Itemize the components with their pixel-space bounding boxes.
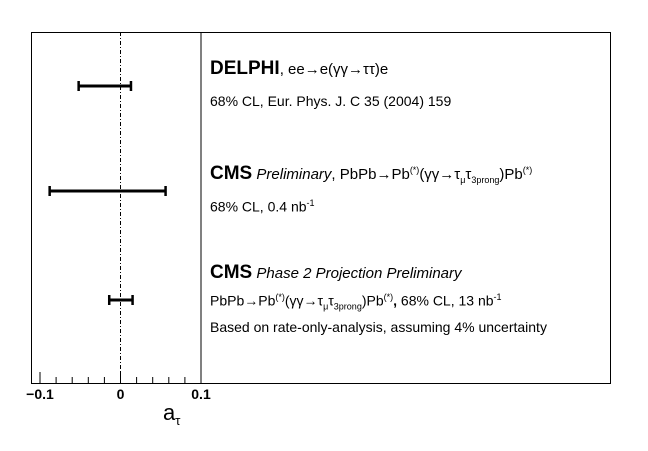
entry-cms-phase2-header: CMS Phase 2 Projection Preliminary [210, 262, 462, 283]
entry-delphi-process: , ee→e(γγ→ττ)e [279, 61, 389, 78]
x-tick-label: −0.1 [26, 386, 54, 402]
x-axis-title: aτ [163, 400, 181, 428]
entry-cms-preliminary-detail: 68% CL, 0.4 nb-1 [210, 198, 315, 215]
entry-delphi: DELPHI, ee→e(γγ→ττ)e 68% CL, Eur. Phys. … [210, 58, 451, 109]
x-tick-label: 0 [117, 386, 125, 402]
entry-cms-phase2: CMS Phase 2 Projection Preliminary PbPb→… [210, 262, 547, 335]
entry-cms-preliminary-header: CMS Preliminary, PbPb→Pb(*)(γγ→τμτ3prong… [210, 163, 533, 185]
x-tick-label: 0.1 [191, 386, 211, 402]
entry-delphi-experiment: DELPHI [210, 58, 280, 79]
entry-delphi-detail: 68% CL, Eur. Phys. J. C 35 (2004) 159 [210, 93, 452, 109]
entry-cms-phase2-detail-1: PbPb→Pb(*)(γγ→τμτ3prong)Pb(*), 68% CL, 1… [210, 292, 502, 312]
entry-delphi-header: DELPHI, ee→e(γγ→ττ)e [210, 58, 451, 80]
entry-cms-phase2-detail-2: Based on rate-only-analysis, assuming 4%… [210, 319, 547, 336]
entry-cms-preliminary: CMS Preliminary, PbPb→Pb(*)(γγ→τμτ3prong… [210, 163, 532, 215]
plot-frame [31, 32, 611, 384]
